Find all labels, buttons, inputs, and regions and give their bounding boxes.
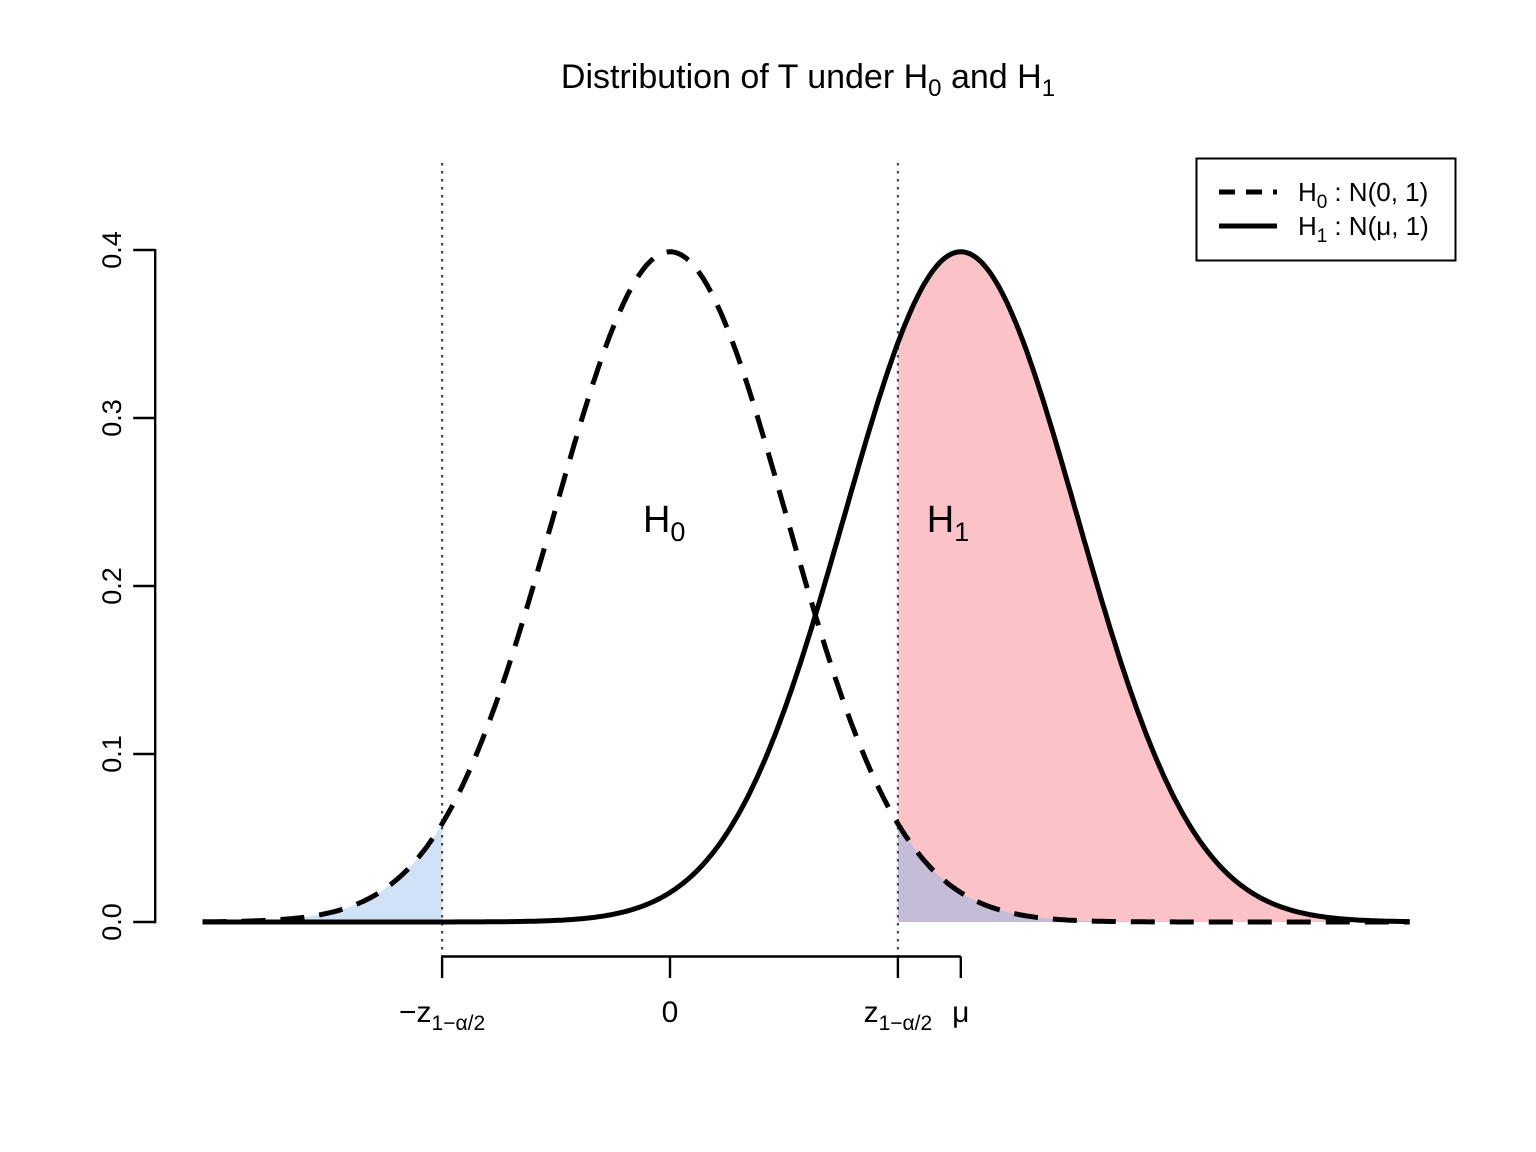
plot-title-text: Distribution of T under H xyxy=(561,58,928,96)
y-tick-label: 0.2 xyxy=(97,567,127,605)
plot-title-sub1: 1 xyxy=(1042,75,1055,102)
y-tick-label: 0.1 xyxy=(97,735,127,773)
legend-h1-base: H xyxy=(1298,211,1317,241)
plot-title-sub0: 0 xyxy=(928,75,941,102)
legend-h0-rest: : N(0, 1) xyxy=(1334,177,1428,207)
legend-h0-sub: 0 xyxy=(1317,192,1328,213)
y-tick-label: 0.4 xyxy=(97,231,127,269)
x-tick-label: μ xyxy=(952,996,969,1029)
legend-item-h1: H1 : N(μ, 1) xyxy=(1298,211,1429,247)
legend-h0-base: H xyxy=(1298,177,1317,207)
legend-h1-rest: : N(μ, 1) xyxy=(1334,211,1428,241)
annotation-h1: H1 xyxy=(927,499,969,547)
region-power-area-h1 xyxy=(897,251,1410,923)
legend-item-h0: H0 : N(0, 1) xyxy=(1298,177,1428,213)
y-tick-label: 0.3 xyxy=(97,399,127,437)
legend-h1-sub: 1 xyxy=(1317,226,1328,247)
x-tick-label: z1−α/2 xyxy=(864,996,933,1035)
legend-box xyxy=(1195,157,1457,262)
curve-annotations: H0 H1 xyxy=(643,499,969,547)
y-tick-label: 0.0 xyxy=(97,903,127,941)
region-overlap-right-tail-h0 xyxy=(897,823,1410,922)
density-curves xyxy=(202,249,1410,925)
region-left-rejection-tail-h0 xyxy=(202,823,443,922)
x-tick-label: 0 xyxy=(662,996,679,1029)
plot-title: Distribution of T under H0 and H1 xyxy=(561,58,1055,102)
h0-curve xyxy=(202,249,1410,925)
axes: 0.0 0.1 0.2 0.3 0.4 −z1−α/2 0 z1−α/2 μ xyxy=(97,231,969,1035)
x-tick-label: −z1−α/2 xyxy=(399,996,485,1035)
shaded-regions xyxy=(202,251,1410,923)
annotation-h0: H0 xyxy=(643,499,685,547)
plot-title-text2: and H xyxy=(942,58,1042,96)
legend: H0 : N(0, 1) H1 : N(μ, 1) xyxy=(1195,157,1457,262)
h1-curve xyxy=(202,249,1410,925)
